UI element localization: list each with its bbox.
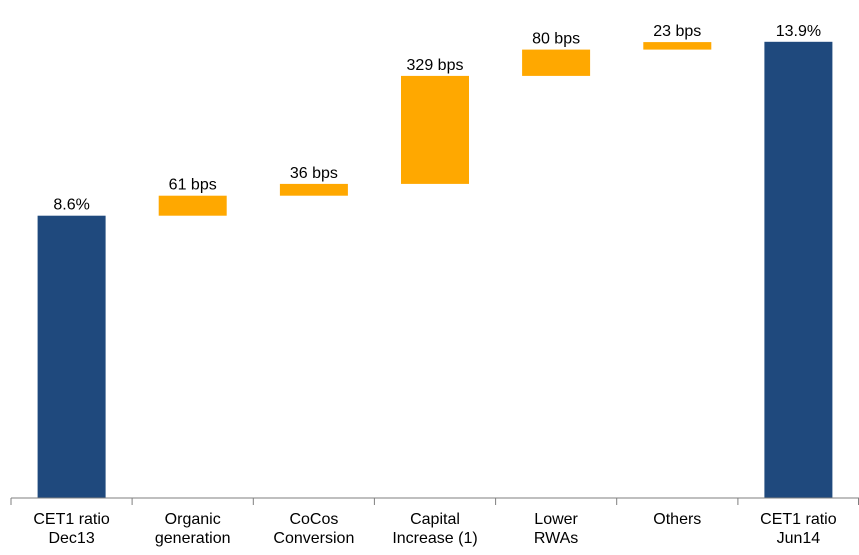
category-label-3-line-2: Conversion: [273, 530, 354, 547]
category-labels-group: CET1 ratio Dec13 Organic generation CoCos Con…: [33, 511, 836, 547]
bar-6: [643, 42, 712, 50]
bar-2: [158, 195, 227, 216]
data-label-4: 329 bps: [407, 57, 464, 74]
category-label-2-line-2: generation: [155, 530, 231, 547]
data-label-7: 13.9%: [776, 23, 821, 40]
category-label-5-line-1: Lower: [534, 511, 578, 528]
data-label-6: 23 bps: [653, 23, 701, 40]
bar-3: [279, 183, 348, 196]
bars-group: [37, 41, 833, 499]
bar-4: [401, 75, 469, 184]
data-label-1: 8.6%: [53, 197, 89, 214]
data-label-3: 36 bps: [290, 165, 338, 182]
category-label-3-line-1: CoCos: [289, 511, 338, 528]
category-label-7-line-1: CET1 ratio: [760, 511, 837, 528]
category-label-6-line-1: Others: [653, 511, 701, 528]
data-label-2: 61 bps: [169, 177, 217, 194]
x-axis: [10, 497, 859, 505]
bar-7: [764, 41, 833, 499]
bar-1: [37, 215, 106, 498]
category-label-5-line-2: RWAs: [534, 530, 578, 547]
category-label-1-line-1: CET1 ratio: [33, 511, 110, 528]
category-label-2-line-1: Organic: [165, 511, 221, 528]
category-label-1-line-2: Dec13: [48, 530, 94, 547]
category-label-4-line-2: Increase (1): [392, 530, 477, 547]
category-label-4-line-1: Capital: [410, 511, 460, 528]
data-label-5: 80 bps: [532, 31, 580, 48]
data-labels-group: 8.6% 61 bps 36 bps 329 bps 80 bps 23 bps 13.9%: [53, 23, 821, 214]
category-label-7-line-2: Jun14: [777, 530, 821, 547]
bar-5: [522, 49, 591, 76]
